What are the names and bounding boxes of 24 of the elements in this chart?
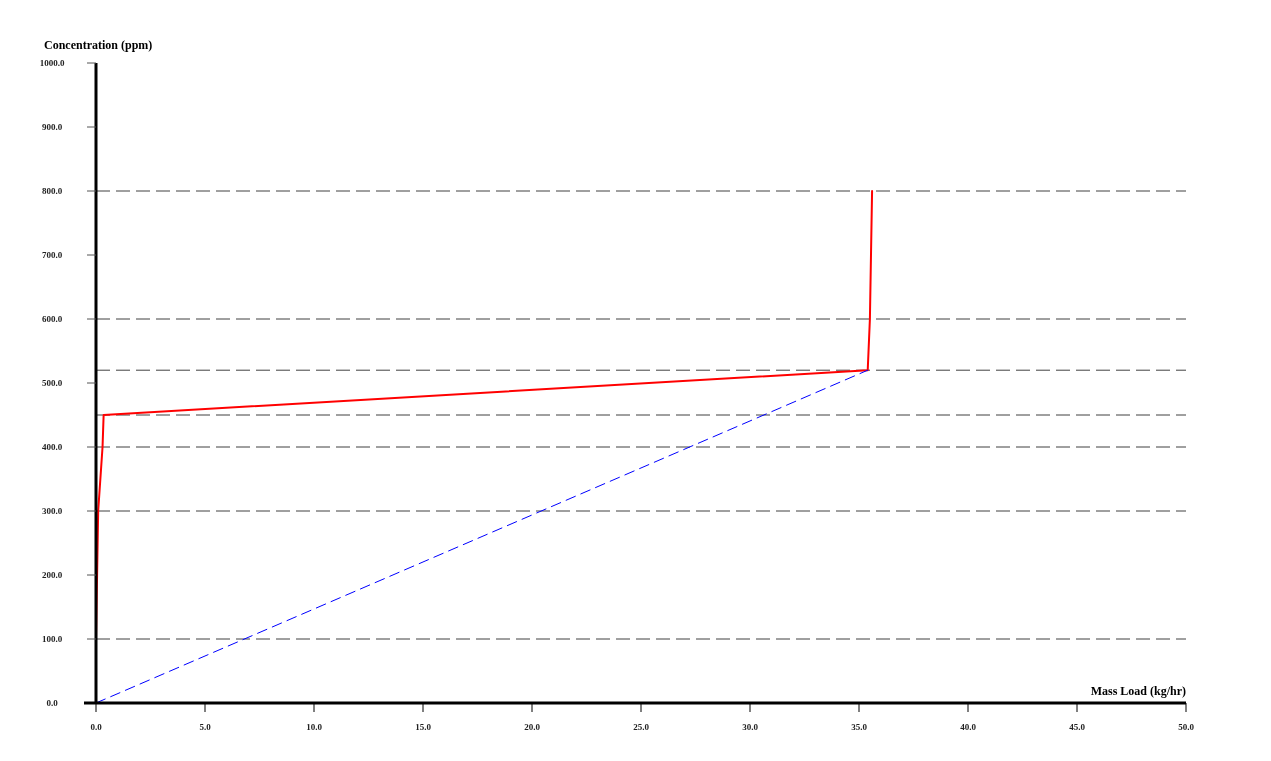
x-tick-label: 15.0 — [415, 722, 432, 732]
y-tick-label: 800.0 — [41, 185, 63, 196]
y-tick-label: 0.0 — [46, 697, 59, 708]
x-tick-label: 25.0 — [633, 722, 650, 732]
x-axis-title: Mass Load (kg/hr) — [1090, 684, 1186, 698]
y-axis-title: Concentration (ppm) — [44, 38, 153, 52]
x-tick-label: 50.0 — [1178, 722, 1195, 732]
y-tick-label: 1000.0 — [39, 57, 65, 68]
x-tick-label: 20.0 — [524, 722, 541, 732]
y-tick-label: 100.0 — [41, 633, 63, 644]
y-tick-label: 900.0 — [41, 121, 63, 132]
y-tick-label: 700.0 — [41, 249, 63, 260]
y-tick-label: 400.0 — [41, 441, 63, 452]
y-tick-label: 600.0 — [41, 313, 63, 324]
x-tick-label: 40.0 — [960, 722, 977, 732]
y-tick-label: 200.0 — [41, 569, 63, 580]
x-tick-label: 30.0 — [742, 722, 759, 732]
x-tick-label: 10.0 — [306, 722, 323, 732]
x-tick-label: 35.0 — [851, 722, 868, 732]
y-tick-label: 500.0 — [41, 377, 63, 388]
x-tick-label: 45.0 — [1069, 722, 1086, 732]
y-tick-label: 300.0 — [41, 505, 63, 516]
x-tick-label: 0.0 — [90, 722, 103, 732]
x-tick-label: 5.0 — [199, 722, 212, 732]
